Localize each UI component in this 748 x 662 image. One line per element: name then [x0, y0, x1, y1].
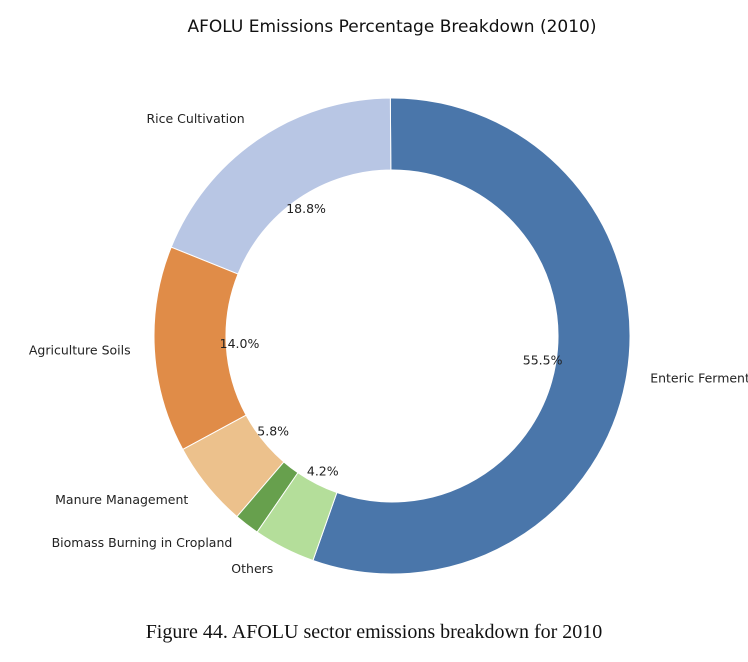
- pct-label-agriculture-soils: 14.0%: [220, 336, 260, 351]
- slice-labels: Enteric Fermentation Rice Cultivation Agri…: [29, 111, 748, 576]
- slice-label-rice-cultivation: Rice Cultivation: [146, 111, 244, 126]
- pct-label-manure-management: 5.8%: [257, 423, 289, 438]
- chart-title: AFOLU Emissions Percentage Breakdown (20…: [188, 17, 597, 37]
- slice-others: [256, 472, 338, 562]
- slice-label-others: Others: [231, 561, 273, 576]
- pct-label-enteric-fermentation: 55.5%: [523, 353, 563, 368]
- donut-slices: [153, 97, 631, 575]
- figure-caption: Figure 44. AFOLU sector emissions breakd…: [145, 621, 603, 643]
- slice-enteric-fermentation: [312, 97, 631, 575]
- slice-label-biomass-burning-in-cropland: Biomass Burning in Cropland: [52, 535, 233, 550]
- percentage-labels: 55.5% 18.8% 14.0% 5.8% 4.2%: [220, 201, 563, 478]
- slice-label-manure-management: Manure Management: [55, 492, 188, 507]
- slice-label-agriculture-soils: Agriculture Soils: [29, 342, 131, 357]
- pct-label-others: 4.2%: [307, 464, 339, 479]
- slice-label-enteric-fermentation: Enteric Fermentation: [650, 371, 748, 386]
- pct-label-rice-cultivation: 18.8%: [286, 201, 326, 216]
